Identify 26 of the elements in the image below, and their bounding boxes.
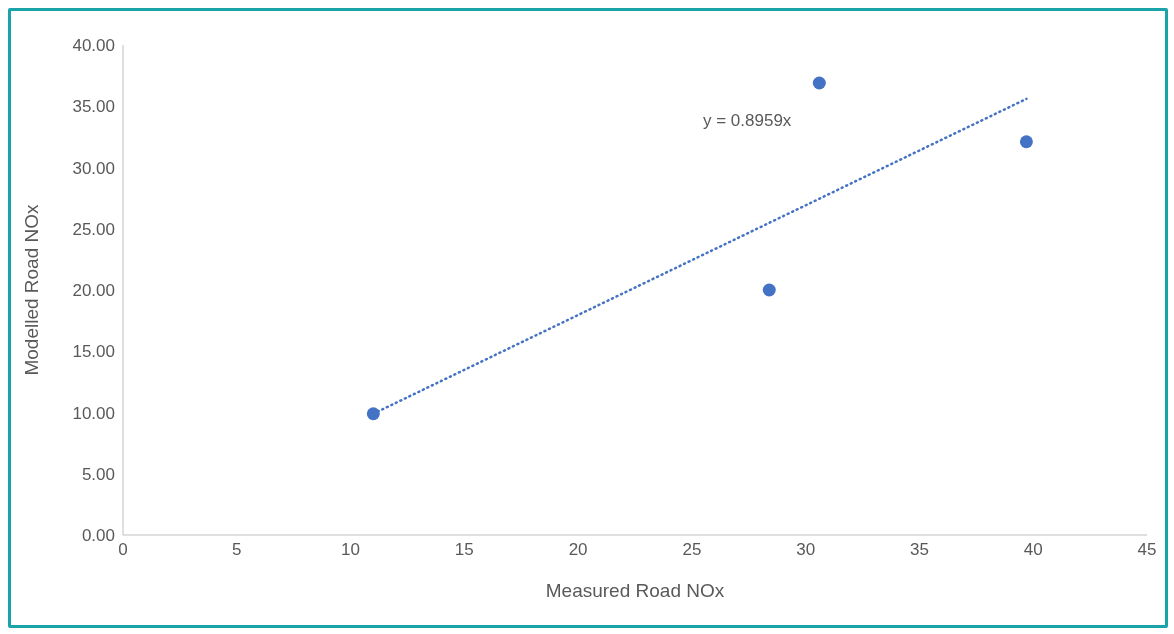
y-tick-label: 20.00 <box>72 281 115 301</box>
point <box>1019 135 1033 149</box>
x-tick-label: 0 <box>118 540 128 560</box>
y-tick-label: 15.00 <box>72 342 115 362</box>
y-tick-label: 0.00 <box>81 526 115 546</box>
y-tick-label: 5.00 <box>81 464 115 484</box>
y-tick-label: 35.00 <box>72 97 115 117</box>
y-tick-label: 10.00 <box>72 403 115 423</box>
point <box>812 76 826 90</box>
y-axis-title: Modelled Road NOx <box>20 203 42 376</box>
x-tick-label: 40 <box>1023 540 1043 560</box>
x-tick-label: 35 <box>909 540 929 560</box>
x-tick-label: 20 <box>568 540 588 560</box>
x-tick-label: 5 <box>232 540 242 560</box>
x-axis-title: Measured Road NOx <box>545 580 725 601</box>
x-tick-label: 25 <box>682 540 702 560</box>
y-tick-label: 40.00 <box>72 36 115 56</box>
x-tick-label: 45 <box>1137 540 1157 560</box>
y-tick-label: 25.00 <box>72 219 115 239</box>
x-tick-label: 10 <box>341 540 361 560</box>
point <box>762 283 776 297</box>
point <box>366 407 380 421</box>
x-tick-label: 30 <box>796 540 816 560</box>
annotation: y = 0.8959x <box>703 111 792 131</box>
y-tick-label: 30.00 <box>72 158 115 178</box>
x-tick-label: 15 <box>454 540 474 560</box>
